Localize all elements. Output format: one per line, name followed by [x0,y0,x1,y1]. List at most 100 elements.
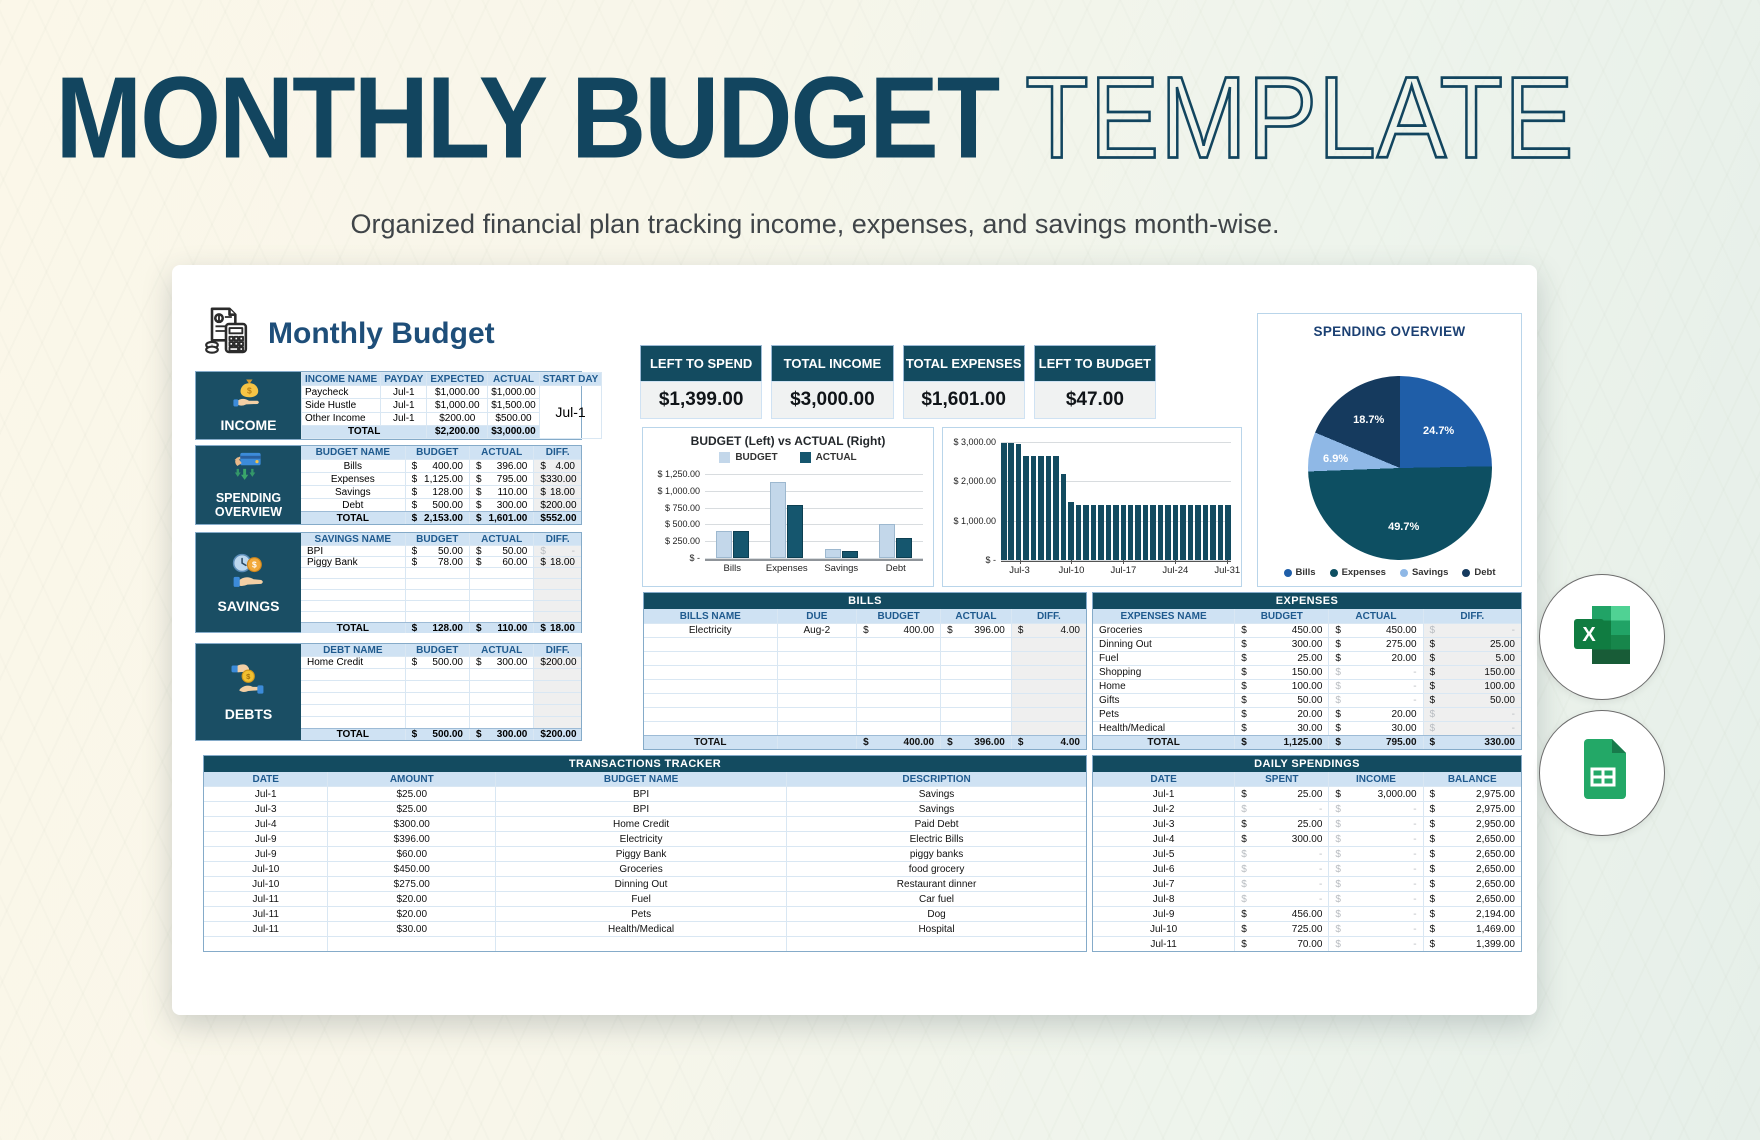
savings-section: $ SAVINGS SAVINGS NAME BUDGET ACTUAL DIFF. B… [195,532,582,633]
table-cell: Health/Medical [1099,723,1166,734]
table-cell: $300.00 [1234,832,1328,846]
table-cell: BPI [495,787,786,801]
table-cell: BUDGET [404,446,469,459]
table-cell: Jul-11 [252,893,279,905]
x-axis-label: Jul-3 [1009,565,1030,576]
table-cell: $50.00 [1422,694,1521,707]
table-cell: DATE [1150,773,1177,785]
pie-slice-label: 18.7% [1353,414,1385,427]
table-cell: Hospital [786,922,1086,936]
table-cell: $ - [1422,722,1521,735]
daily-bar [1172,504,1179,560]
gridline [705,490,923,492]
table-cell [940,722,1011,735]
table-cell [301,693,405,704]
table-cell: piggy banks [786,847,1086,861]
table-row: Jul-7 $ - $ - $2,650.00 [1093,876,1521,891]
table-cell: $725.00 [1234,922,1328,936]
legend-label: Expenses [1341,567,1386,578]
table-cell: Jul-9 [254,833,277,845]
table-cell: $2,975.00 [1422,787,1521,801]
debts-sidebar: $ DEBTS [196,644,301,740]
table-cell: BUDGET [404,644,469,656]
table-cell [776,638,857,651]
table-cell: $2,650.00 [1422,832,1521,846]
expenses-table-body: EXPENSES NAME BUDGET ACTUAL DIFF. Groceries $… [1093,609,1521,749]
table-row: Jul-5 $ - $ - $2,650.00 [1093,846,1521,861]
table-cell: $ - [1328,862,1422,876]
table-cell: Home Credit [307,657,364,668]
table-row: Jul-10 $725.00 $ - $1,469.00 [1093,921,1521,936]
table-header-row: BUDGET NAME BUDGET ACTUAL DIFF. [301,446,581,459]
table-cell: Piggy Bank [307,557,358,567]
table-cell [940,680,1011,693]
table-cell: $ - [1328,892,1422,906]
table-cell: Jul-9 [254,848,277,860]
google-sheets-format-badge[interactable] [1539,710,1665,836]
table-cell [644,652,777,665]
bar-budget [715,531,732,558]
sheet-brand: Monthly Budget [198,303,495,364]
table-cell: Expenses [330,473,375,485]
bar-group: Debt [879,524,913,574]
page-title-bold: MONTHLY BUDGET [55,53,1001,184]
table-cell: DATE [252,773,279,785]
table-cell: $25.00 [1234,652,1328,665]
x-axis-tick [1227,560,1229,564]
daily-bar [1113,504,1119,560]
table-row: Jul-8 $ - $ - $2,650.00 [1093,891,1521,906]
daily-bar [1015,443,1022,560]
table-cell: Home [1099,681,1126,692]
table-cell: $450.00 [327,862,495,876]
daily-bar [1210,504,1216,560]
table-cell: $ - [1422,708,1521,721]
table-cell: Jul-8 [1152,893,1175,905]
table-cell: Electricity [688,625,732,636]
table-cell: BUDGET [856,609,940,623]
table-cell: $110.00 [468,486,533,498]
table-cell [404,601,469,611]
spending-overview-pie: 24.7% 49.7% 6.9% 18.7% [1308,376,1492,560]
table-cell: $1,399.00 [1422,937,1521,951]
table-cell: $275.00 [327,877,495,891]
table-cell [301,601,405,611]
table-cell: $300.00 [327,817,495,831]
daily-bar [1150,504,1156,560]
income-cell: Side Hustle [300,398,382,413]
legend-label: Debt [1474,567,1496,578]
kpi-card-left-to-budget: LEFT TO BUDGET $47.00 [1033,345,1156,419]
table-cell [776,652,857,665]
table-cell: $ - [1328,817,1422,831]
table-cell: Pets [495,907,786,921]
income-cell: $500.00 [487,411,540,426]
table-cell: $18.00 [533,557,581,567]
table-total-row: TOTAL $400.00 $396.00 $4.00 [644,735,1086,749]
x-axis-label: Expenses [765,563,808,574]
pie-chart-title: SPENDING OVERVIEW [1313,324,1466,339]
table-cell: $200.00 [533,729,581,740]
table-cell: TOTAL [336,729,369,740]
table-cell: DESCRIPTION [786,772,1086,786]
table-cell: $ - [1234,862,1328,876]
x-axis-label: Savings [824,563,859,574]
excel-format-badge[interactable]: X [1539,574,1665,700]
daily-bar [1165,504,1171,560]
table-cell: $2,650.00 [1422,847,1521,861]
daily-bar [1001,442,1007,560]
gridline [705,474,923,475]
y-axis-label: $ 750.00 [664,502,700,513]
income-start-day: Jul-1 [538,385,603,439]
legend-item: Bills [1283,567,1316,578]
table-cell: Savings [786,787,1086,801]
table-cell [644,638,777,651]
table-cell [856,666,940,679]
table-cell: $4.00 [1010,736,1086,749]
table-cell [1010,680,1086,693]
hand-giving-money-icon: $ [230,662,268,701]
bills-table: BILLS BILLS NAME DUE BUDGET ACTUAL DIFF. Elec… [643,592,1087,750]
sheet-title: Monthly Budget [268,316,495,350]
table-cell: $ - [533,546,581,556]
table-cell: EXPENSES NAME [1120,610,1207,622]
table-cell: $795.00 [1328,736,1422,749]
daily-bar [1195,504,1201,560]
